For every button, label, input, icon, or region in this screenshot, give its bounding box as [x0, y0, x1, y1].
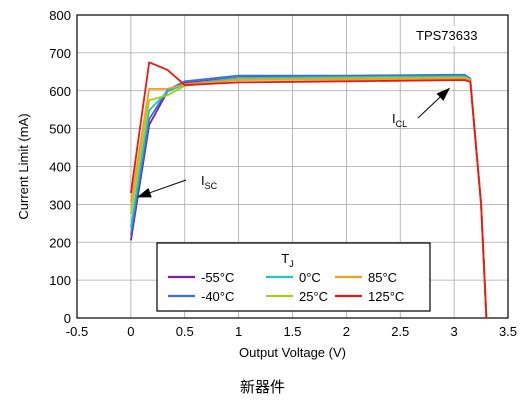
x-tick-label: 3.5 — [499, 324, 517, 339]
chart-title-background — [412, 26, 500, 46]
chart-title: TPS73633 — [416, 28, 477, 43]
legend-label: 25°C — [299, 289, 328, 304]
legend-label: -40°C — [201, 289, 234, 304]
y-tick-label: 600 — [49, 84, 71, 99]
legend-label: -55°C — [201, 270, 234, 285]
legend-entry: 85°C — [335, 270, 397, 285]
isc-arrow — [136, 179, 187, 198]
legend-box — [156, 242, 431, 312]
current-limit-chart: -0.5 0 0.5 1 1.5 2 2.5 3 3.501002003004005006007… — [16, 8, 517, 360]
legend-entry: -40°C — [168, 289, 234, 304]
axis-ticks: -0.5 0 0.5 1 1.5 2 2.5 3 3.501002003004005006007… — [49, 8, 517, 339]
legend-title: TJ — [281, 251, 293, 269]
icl-label: ICL — [392, 111, 407, 129]
legend-entry: -55°C — [168, 270, 234, 285]
series-lines — [130, 61, 488, 319]
x-tick-label: 0 — [127, 324, 134, 339]
x-tick-label: 0.5 — [176, 324, 194, 339]
x-tick-label: 1 — [235, 324, 242, 339]
isc-label: ISC — [201, 173, 218, 191]
y-tick-label: 700 — [49, 46, 71, 61]
legend-entry: 0°C — [266, 270, 321, 285]
x-tick-label: 2.5 — [391, 324, 409, 339]
legend-label: 85°C — [368, 270, 397, 285]
legend-label: 125°C — [368, 289, 404, 304]
y-tick-label: 400 — [49, 160, 71, 175]
series-line — [130, 61, 488, 319]
icl-arrow — [417, 87, 451, 119]
x-tick-label: 3 — [451, 324, 458, 339]
plot-frame — [76, 14, 509, 319]
x-tick-label: 2 — [343, 324, 350, 339]
annotations: ISC ICL — [136, 87, 451, 198]
y-tick-label: 300 — [49, 197, 71, 212]
y-tick-label: 100 — [49, 273, 71, 288]
legend-entry: 125°C — [335, 289, 404, 304]
y-tick-label: 500 — [49, 122, 71, 137]
x-axis-label: Output Voltage (V) — [239, 345, 346, 360]
legend: TJ -55°C 0°C 85°C -40°C 25°C 125°C — [156, 242, 431, 312]
legend-entry: 25°C — [266, 289, 328, 304]
x-tick-label: -0.5 — [66, 324, 88, 339]
y-axis-label: Current Limit (mA) — [16, 113, 31, 219]
legend-label: 0°C — [299, 270, 321, 285]
y-tick-label: 0 — [64, 311, 71, 326]
y-tick-label: 800 — [49, 8, 71, 23]
y-tick-label: 200 — [49, 235, 71, 250]
x-tick-label: 1.5 — [283, 324, 301, 339]
figure-caption: 新器件 — [239, 378, 285, 396]
